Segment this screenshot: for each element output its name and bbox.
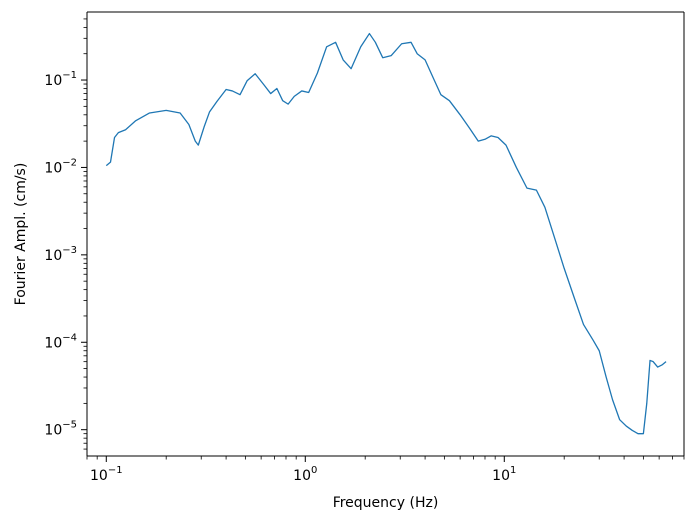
- series-layer: [105, 32, 667, 435]
- ticks: 10−1 100 101 10−5 10−4 10−3 10−2 10−1: [44, 18, 685, 484]
- plot-area: [87, 12, 684, 456]
- series-line-0: [105, 32, 667, 435]
- y-axis-label: Fourier Ampl. (cm/s): [13, 163, 29, 306]
- x-tick-label: 100: [293, 465, 317, 484]
- x-axis-label: Frequency (Hz): [333, 495, 439, 511]
- axes: [86, 11, 685, 457]
- x-tick-label: 101: [492, 465, 516, 484]
- y-tick-label: 10−4: [44, 332, 77, 351]
- y-tick-label: 10−5: [44, 420, 77, 439]
- x-tick-label: 10−1: [90, 465, 123, 484]
- y-tick-label: 10−2: [44, 157, 77, 176]
- y-tick-label: 10−1: [44, 70, 77, 89]
- y-tick-label: 10−3: [44, 245, 77, 264]
